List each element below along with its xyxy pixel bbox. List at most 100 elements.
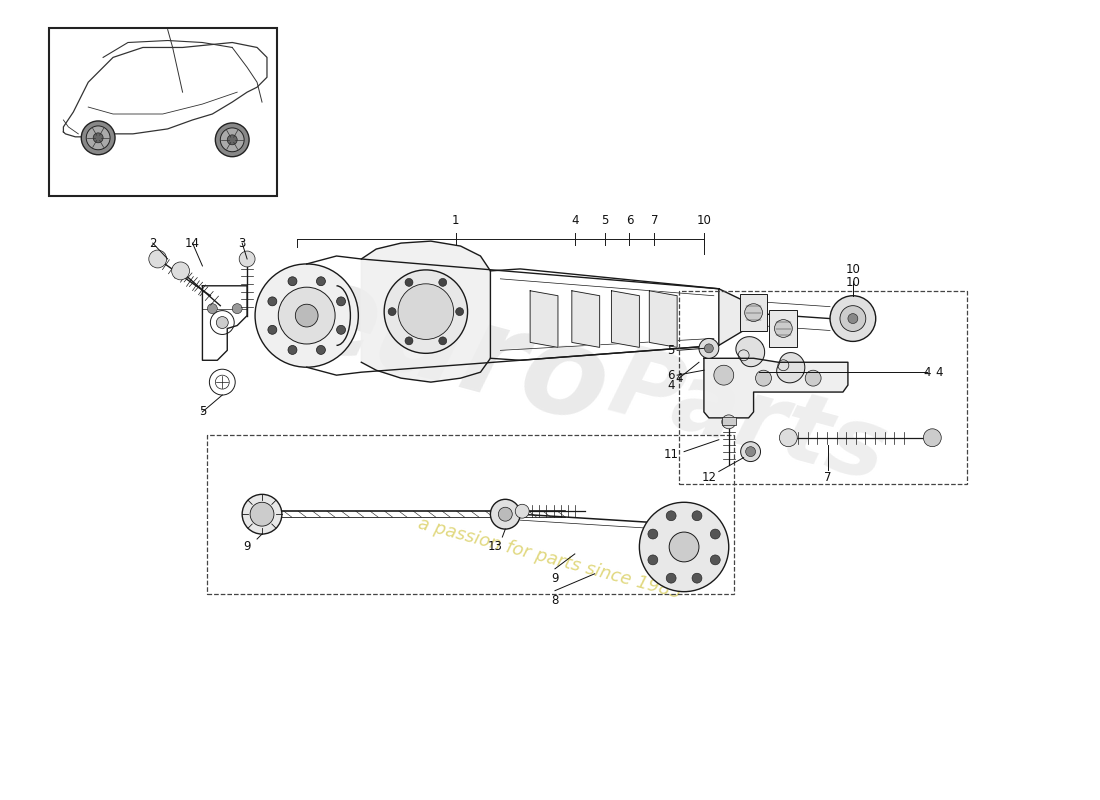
Circle shape xyxy=(81,121,116,154)
Circle shape xyxy=(439,337,447,345)
Circle shape xyxy=(268,326,277,334)
Circle shape xyxy=(756,370,771,386)
Text: 14: 14 xyxy=(185,237,200,250)
Text: 11: 11 xyxy=(663,448,679,461)
Circle shape xyxy=(388,308,396,315)
Text: 4: 4 xyxy=(924,366,931,378)
Bar xyxy=(208,434,734,594)
Text: 13: 13 xyxy=(488,541,503,554)
Circle shape xyxy=(491,499,520,529)
Circle shape xyxy=(405,337,412,345)
Circle shape xyxy=(498,507,513,521)
Circle shape xyxy=(278,287,336,344)
Circle shape xyxy=(923,429,942,446)
Polygon shape xyxy=(736,337,764,366)
Text: 6: 6 xyxy=(668,369,675,382)
Circle shape xyxy=(250,502,274,526)
Circle shape xyxy=(398,284,453,339)
Circle shape xyxy=(648,555,658,565)
Circle shape xyxy=(740,442,760,462)
Polygon shape xyxy=(649,290,678,347)
Polygon shape xyxy=(361,241,491,382)
Circle shape xyxy=(840,306,866,331)
Circle shape xyxy=(86,126,110,150)
Circle shape xyxy=(746,446,756,457)
Circle shape xyxy=(439,278,447,286)
Text: a passion for parts since 1985: a passion for parts since 1985 xyxy=(417,515,683,602)
Text: 10: 10 xyxy=(846,263,860,276)
Text: 4: 4 xyxy=(935,366,943,378)
Circle shape xyxy=(704,344,714,353)
Circle shape xyxy=(774,320,792,338)
Circle shape xyxy=(669,532,698,562)
Text: 4: 4 xyxy=(571,214,579,227)
Circle shape xyxy=(648,529,658,539)
Circle shape xyxy=(830,296,876,342)
Circle shape xyxy=(711,529,720,539)
Text: 1: 1 xyxy=(452,214,460,227)
Text: 8: 8 xyxy=(551,594,559,607)
Text: 6: 6 xyxy=(626,214,634,227)
Text: euro: euro xyxy=(279,250,621,450)
Circle shape xyxy=(94,133,103,142)
Circle shape xyxy=(317,346,326,354)
Text: 12: 12 xyxy=(702,471,716,484)
Text: 10: 10 xyxy=(696,214,712,227)
Circle shape xyxy=(148,250,167,268)
Circle shape xyxy=(639,502,728,592)
Text: 9: 9 xyxy=(243,541,251,554)
Circle shape xyxy=(848,314,858,323)
Text: 9: 9 xyxy=(551,572,559,586)
Circle shape xyxy=(288,277,297,286)
Circle shape xyxy=(255,264,359,367)
Circle shape xyxy=(337,326,345,334)
Circle shape xyxy=(208,304,218,314)
Bar xyxy=(722,417,736,425)
Circle shape xyxy=(780,429,798,446)
Bar xyxy=(48,28,277,197)
Circle shape xyxy=(667,574,676,583)
Circle shape xyxy=(698,338,718,358)
Polygon shape xyxy=(612,290,639,347)
Circle shape xyxy=(295,304,318,327)
Circle shape xyxy=(172,262,189,280)
Circle shape xyxy=(667,511,676,521)
Circle shape xyxy=(216,123,249,157)
Polygon shape xyxy=(704,358,848,418)
Text: 10: 10 xyxy=(846,276,860,290)
Circle shape xyxy=(228,135,238,145)
Circle shape xyxy=(232,304,242,314)
Text: 2: 2 xyxy=(148,237,156,250)
Text: 4: 4 xyxy=(668,378,675,392)
Polygon shape xyxy=(572,290,600,347)
Text: 5: 5 xyxy=(668,344,674,357)
Text: 7: 7 xyxy=(650,214,658,227)
Circle shape xyxy=(288,346,297,354)
Circle shape xyxy=(242,494,282,534)
Circle shape xyxy=(745,304,762,322)
Text: Parts: Parts xyxy=(600,338,898,502)
Polygon shape xyxy=(718,289,749,346)
Circle shape xyxy=(217,317,229,329)
Text: 7: 7 xyxy=(824,471,832,484)
Circle shape xyxy=(405,278,412,286)
Circle shape xyxy=(714,366,734,385)
Text: 5: 5 xyxy=(199,406,206,418)
Circle shape xyxy=(515,504,529,518)
Circle shape xyxy=(692,511,702,521)
Circle shape xyxy=(220,128,244,152)
Text: 3: 3 xyxy=(239,237,245,250)
Bar xyxy=(770,310,798,347)
Polygon shape xyxy=(777,353,805,383)
Text: 4: 4 xyxy=(675,372,683,385)
Circle shape xyxy=(722,415,736,429)
Bar xyxy=(679,290,967,485)
Circle shape xyxy=(317,277,326,286)
Circle shape xyxy=(239,251,255,267)
Circle shape xyxy=(711,555,720,565)
Circle shape xyxy=(337,297,345,306)
Circle shape xyxy=(384,270,468,354)
Circle shape xyxy=(692,574,702,583)
Text: 5: 5 xyxy=(601,214,608,227)
Circle shape xyxy=(805,370,821,386)
